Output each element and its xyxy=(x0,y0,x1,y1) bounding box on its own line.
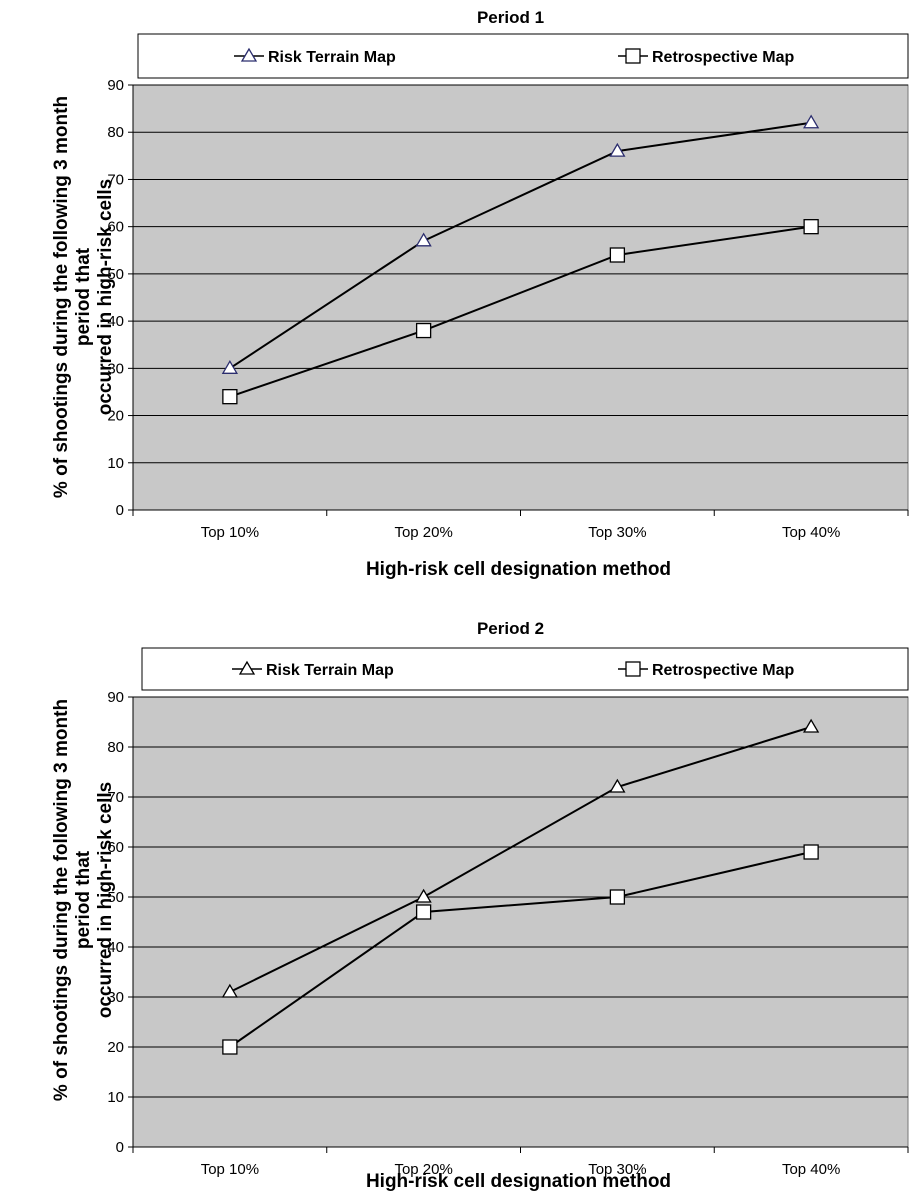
data-point xyxy=(609,889,626,905)
y-tick-label: 90 xyxy=(107,77,124,94)
legend-marker xyxy=(238,660,256,675)
series-line xyxy=(229,121,812,370)
y-axis-title: % of shootings during the following 3 mo… xyxy=(51,96,116,498)
y-tick-label: 60 xyxy=(107,219,124,236)
chart-title: Period 1 xyxy=(477,8,544,27)
series-retrospective xyxy=(222,219,819,405)
x-tick-label: Top 10% xyxy=(201,524,259,541)
y-tick-label: 90 xyxy=(107,689,124,706)
y-tick-label: 50 xyxy=(107,889,124,906)
y-tick-label: 40 xyxy=(107,939,124,956)
x-tick-label: Top 20% xyxy=(394,524,452,541)
x-tick-label: Top 10% xyxy=(201,1161,259,1178)
legend-marker xyxy=(625,661,641,677)
data-point xyxy=(802,114,820,129)
legend-label: Risk Terrain Map xyxy=(266,662,394,679)
chart-title: Period 2 xyxy=(477,619,544,638)
x-tick-label: Top 40% xyxy=(782,1161,840,1178)
x-tick-label: Top 20% xyxy=(394,1161,452,1178)
y-tick-label: 20 xyxy=(107,408,124,425)
y-axis-title-line: occurred in high-risk cells xyxy=(95,179,116,416)
plot-area xyxy=(132,696,909,1148)
series-line xyxy=(229,726,812,993)
x-tick-label: Top 30% xyxy=(588,1161,646,1178)
y-axis-title-line: % of shootings during the following 3 mo… xyxy=(51,699,72,1101)
y-axis-title: % of shootings during the following 3 mo… xyxy=(51,699,116,1101)
data-point xyxy=(221,983,239,998)
data-point xyxy=(415,888,432,903)
y-tick-label: 70 xyxy=(107,789,124,806)
legend-box xyxy=(137,33,909,79)
y-tick-label: 30 xyxy=(107,360,124,377)
y-tick-label: 80 xyxy=(107,124,124,141)
y-tick-label: 50 xyxy=(107,266,124,283)
x-tick-label: Top 40% xyxy=(782,524,840,541)
y-tick-label: 20 xyxy=(107,1039,124,1056)
legend-label: Risk Terrain Map xyxy=(268,49,396,66)
data-point xyxy=(803,219,819,235)
x-axis-title: High-risk cell designation method xyxy=(366,1171,671,1192)
series-line xyxy=(229,225,812,398)
x-axis-title: High-risk cell designation method xyxy=(366,559,671,580)
y-tick-label: 0 xyxy=(116,502,124,519)
series-risk-terrain xyxy=(221,718,820,998)
data-point xyxy=(222,1039,238,1055)
data-point xyxy=(415,232,432,247)
y-axis-title-line: period that xyxy=(73,247,94,346)
legend-box xyxy=(141,647,909,691)
x-tick-label: Top 30% xyxy=(588,524,646,541)
y-axis-title-line: % of shootings during the following 3 mo… xyxy=(51,96,72,498)
chart-2: Period 2 Risk Terrain Map Retrospective Ma… xyxy=(51,619,909,1192)
y-axis-title-line: occurred in high-risk cells xyxy=(95,782,116,1019)
y-tick-label: 80 xyxy=(107,739,124,756)
series-risk-terrain xyxy=(221,114,820,374)
legend-label: Retrospective Map xyxy=(652,662,794,679)
data-point xyxy=(222,389,238,405)
y-axis-title-line: period that xyxy=(73,850,94,949)
y-tick-label: 30 xyxy=(107,989,124,1006)
legend-marker xyxy=(240,47,258,62)
data-point xyxy=(609,142,626,157)
data-point xyxy=(802,718,820,733)
series-retrospective xyxy=(222,844,819,1055)
data-point xyxy=(609,247,626,263)
y-tick-label: 70 xyxy=(107,171,124,188)
plot-area xyxy=(132,84,909,511)
data-point xyxy=(609,778,626,793)
data-point xyxy=(415,322,432,339)
y-tick-label: 10 xyxy=(107,455,124,472)
data-point xyxy=(221,360,239,374)
y-tick-label: 0 xyxy=(116,1139,124,1156)
legend-marker xyxy=(625,48,641,64)
chart-1: Period 1 Risk Terrain Map Retrospective Ma… xyxy=(51,8,909,580)
data-point xyxy=(415,904,432,920)
y-tick-label: 10 xyxy=(107,1089,124,1106)
legend-label: Retrospective Map xyxy=(652,49,794,66)
data-point xyxy=(803,844,819,860)
y-tick-label: 60 xyxy=(107,839,124,856)
series-line xyxy=(229,851,812,1048)
y-tick-label: 40 xyxy=(107,313,124,330)
